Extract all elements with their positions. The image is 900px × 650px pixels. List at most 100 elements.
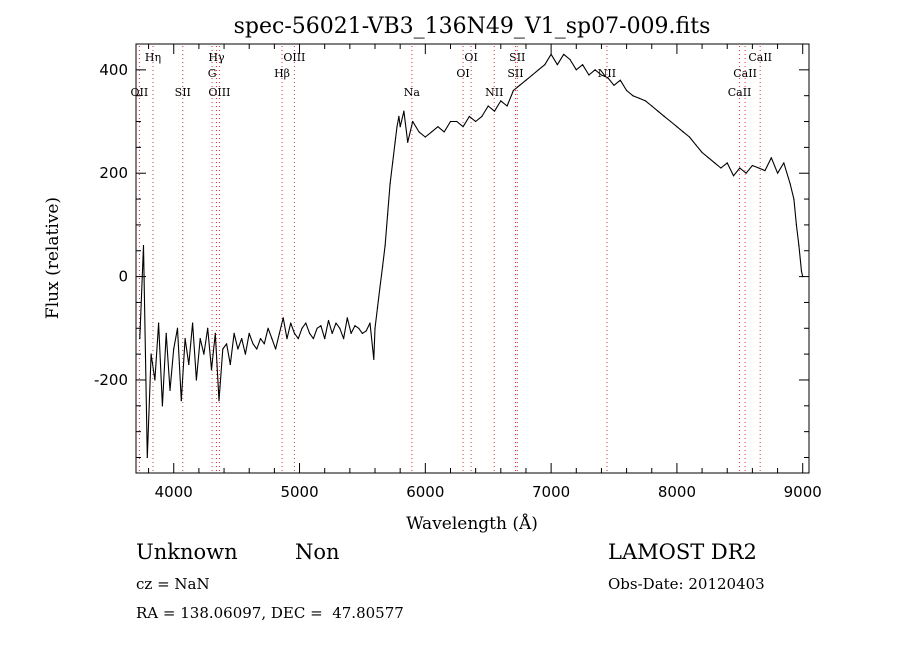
spectrum-point [229,363,231,366]
spectrum-point [195,379,197,381]
line-marker-label: CaII [733,67,757,80]
spectrum-point [199,338,201,340]
spectrum-point [278,332,280,334]
spectrum-point [632,95,634,97]
spectrum-point [403,110,405,112]
spectrum-point [176,327,179,329]
spectrum-point [582,64,584,66]
chart-title: spec-56021-VB3_136N49_V1_sp07-009.fits [234,14,711,39]
spectrum-point [312,338,314,340]
spectrum-point [399,126,401,128]
line-marker-label: Hη [145,51,161,64]
spectrum-point [594,69,596,71]
spectrum-point [487,105,489,107]
x-axis-label: Wavelength (Å) [406,513,538,534]
spectrum-point [437,126,439,128]
spectrum-point [569,58,571,61]
spectrum-point [732,175,735,177]
spectrum-point [207,327,209,329]
spectrum-point [309,332,311,334]
spectrum-point [389,183,391,185]
spectrum-point [361,332,363,334]
y-tick-label: 400 [99,61,128,79]
spectrum-point [297,338,299,340]
line-marker-label: OII [131,86,149,99]
spectrum-point [462,126,464,128]
spectrum-point [745,172,747,174]
spectrum-point [468,115,470,117]
spectrum-point [789,183,791,185]
spectrum-point [376,307,379,309]
spectrum-point [544,64,546,66]
spectrum-point [670,120,672,123]
spectrum-point [263,343,265,345]
spectrum-point [150,353,152,355]
spectrum-point [682,131,684,133]
spectrum-point [203,353,205,355]
spectrum-point [506,105,508,107]
spectrum-point [324,338,326,340]
x-tick-label: 6000 [406,483,444,501]
line-marker-label: Hγ [208,51,225,64]
spectrum-point [184,338,186,340]
spectrum-point [301,327,303,329]
spectrum-point [154,379,156,381]
spectrum-point [500,100,502,102]
spectrum-point [588,74,590,76]
spectrum-point [701,151,703,154]
spectrum-point [358,327,360,329]
spectrum-point [214,332,216,334]
plot-frame [135,43,810,474]
spectrum-point [600,74,603,76]
line-marker-layer: Hη OII SII Hγ G OIII OIII Hβ Na OI OI NII SII SII NII C… [131,46,772,473]
spectrum-point [575,69,577,71]
spectrum-point [339,327,341,329]
line-marker-label: CaII [728,86,752,99]
line-marker-label: SII [175,86,191,99]
spectrum-point [412,120,414,123]
line-marker-label: SII [509,51,525,64]
spectrum-point [783,162,785,164]
line-marker-label: Na [404,86,421,99]
spectrum-point [173,348,175,350]
spectrum-point [398,115,400,117]
line-marker-label: NII [485,86,503,99]
spectrum-point [475,120,477,123]
spectrum-point [418,131,420,133]
spectrum-point [320,325,322,327]
spectrum-point [139,338,141,340]
redshift-label: cz = NaN [136,575,210,593]
spectrum-point [407,141,409,143]
line-marker-label: NII [598,67,616,80]
series-layer [139,53,804,459]
spectrum-point [180,400,182,402]
spectrum-point [244,353,246,355]
spectrum-point [374,327,376,329]
spectrum-point [695,144,697,146]
spectrum-point [619,79,621,81]
spectrum-point [525,79,527,81]
spectrum-point [222,348,224,350]
spectrum-point [271,338,273,340]
line-marker-label: Hβ [274,67,290,80]
spectrum-point [795,224,798,226]
spectrum-point [688,136,691,138]
spectrum-point [443,131,445,133]
spectrum-point [493,110,496,112]
spectrum-point [373,358,375,360]
x-tick-label: 7000 [532,483,570,501]
spectrum-point [449,120,452,123]
spectrum-point [537,69,540,71]
spectrum-point [607,77,609,79]
spectrum-point [188,363,190,366]
survey-label: LAMOST DR2 [608,540,757,564]
spectrum-point [259,338,262,340]
subclass-label: Non [295,540,340,564]
class-label: Unknown [136,540,238,564]
spectrum-point [379,286,381,288]
spectrum-point [626,89,628,92]
spectrum-point [512,89,515,92]
spectrum-point [531,74,533,76]
spectrum-point [382,265,384,267]
